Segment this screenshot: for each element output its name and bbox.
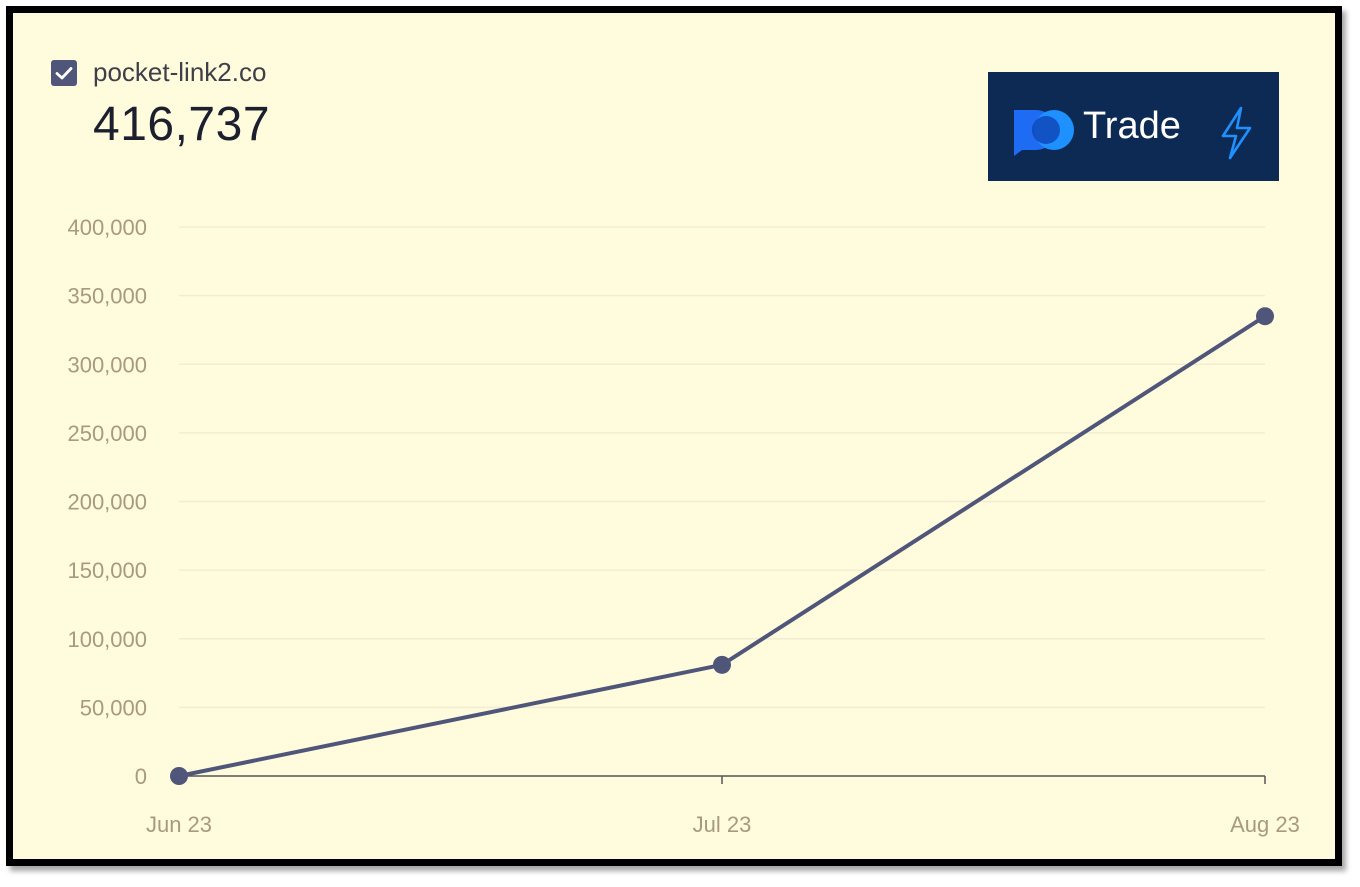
data-point: [713, 655, 731, 674]
y-tick-label: 250,000: [67, 421, 147, 446]
legend[interactable]: pocket-link2.co: [51, 57, 266, 88]
summary-value: 416,737: [93, 98, 271, 151]
checkbox-checked-icon[interactable]: [51, 59, 77, 86]
brand-text: Trade: [1083, 105, 1181, 147]
data-point: [170, 767, 188, 785]
chart-card: pocket-link2.co 416,737 Trade: [6, 6, 1342, 866]
data-point: [1256, 307, 1274, 326]
x-tick-label: Aug 23: [1230, 812, 1300, 837]
y-tick-label: 100,000: [67, 627, 147, 652]
y-tick-label: 400,000: [67, 215, 147, 240]
brand-banner[interactable]: Trade: [988, 72, 1279, 181]
y-tick-label: 300,000: [67, 352, 147, 377]
x-tick-label: Jul 23: [693, 812, 752, 837]
legend-label: pocket-link2.co: [93, 57, 267, 87]
lightning-bolt-icon: [1221, 106, 1252, 160]
y-tick-label: 150,000: [67, 558, 147, 583]
y-tick-label: 200,000: [67, 490, 147, 515]
x-tick-label: Jun 23: [146, 812, 212, 837]
y-tick-label: 350,000: [67, 284, 147, 309]
y-tick-label: 0: [135, 764, 147, 789]
pocket-option-logo-icon: [1014, 110, 1074, 156]
y-tick-label: 50,000: [80, 695, 147, 720]
